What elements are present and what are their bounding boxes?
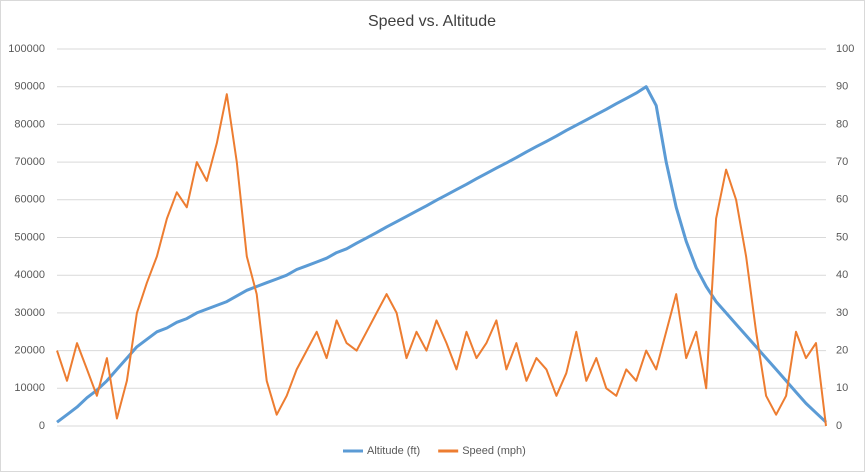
y-tick-label: 10000 xyxy=(14,382,45,394)
y2-tick-label: 100 xyxy=(836,43,854,55)
y-tick-label: 30000 xyxy=(14,307,45,319)
y-tick-label: 100000 xyxy=(8,43,45,55)
chart-title: Speed vs. Altitude xyxy=(368,13,496,30)
y2-tick-label: 90 xyxy=(836,81,848,93)
y2-tick-label: 10 xyxy=(836,382,848,394)
legend-label: Speed (mph) xyxy=(462,445,526,457)
y2-tick-label: 70 xyxy=(836,156,848,168)
y-tick-label: 50000 xyxy=(14,231,45,243)
data-line xyxy=(56,93,827,427)
y-tick-label: 20000 xyxy=(14,345,45,357)
y2-tick-label: 20 xyxy=(836,345,848,357)
y-tick-label: 80000 xyxy=(14,118,45,130)
y-tick-label: 60000 xyxy=(14,194,45,206)
data-line xyxy=(56,85,828,424)
y-tick-label: 70000 xyxy=(14,156,45,168)
y2-tick-label: 30 xyxy=(836,307,848,319)
y2-tick-label: 60 xyxy=(836,194,848,206)
y2-tick-label: 40 xyxy=(836,269,848,281)
y2-tick-label: 0 xyxy=(836,420,842,432)
legend-label: Altitude (ft) xyxy=(367,445,420,457)
y-tick-label: 90000 xyxy=(14,81,45,93)
y-tick-label: 0 xyxy=(39,420,45,432)
y-tick-label: 40000 xyxy=(14,269,45,281)
y2-tick-label: 80 xyxy=(836,118,848,130)
y2-tick-label: 50 xyxy=(836,231,848,243)
